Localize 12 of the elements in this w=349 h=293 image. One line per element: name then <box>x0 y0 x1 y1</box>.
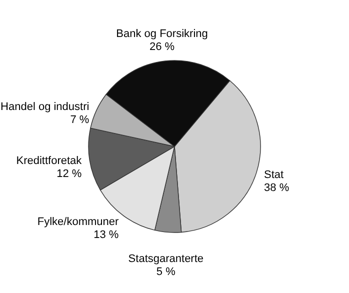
slice-label: Statsgaranterte <box>128 253 204 266</box>
data-label: 13 % <box>94 229 119 242</box>
slice-label: Handel og industri <box>0 100 90 113</box>
data-label: 7 % <box>70 114 90 126</box>
slice-label: Stat <box>264 169 284 182</box>
data-label: 26 % <box>149 41 175 54</box>
slice-label: Fylke/kommuner <box>37 216 120 228</box>
slice-label: Bank og Forsikring <box>116 28 208 40</box>
data-label: 5 % <box>156 266 176 278</box>
data-label: 38 % <box>264 182 290 194</box>
slice-label: Kredittforetak <box>16 155 82 168</box>
data-label: 12 % <box>56 168 82 180</box>
